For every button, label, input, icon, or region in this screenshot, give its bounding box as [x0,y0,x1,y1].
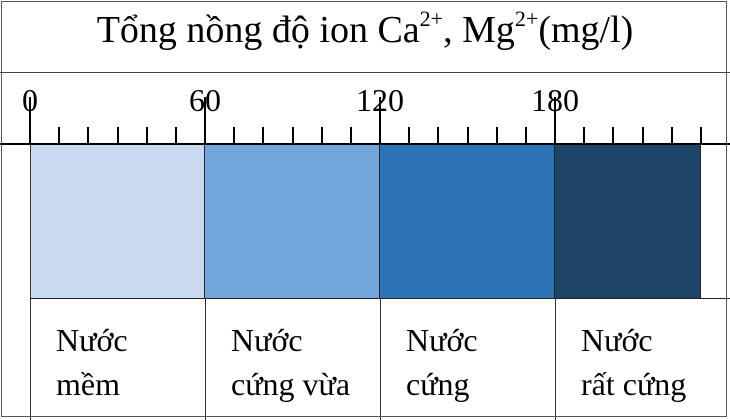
minor-tick [291,127,294,143]
minor-tick [145,127,148,143]
zone-label-line1: Nước [581,322,653,358]
zone-label-line1: Nước [231,322,303,358]
title-unit: (mg/l) [538,9,634,51]
title-row: Tổng nồng độ ion Ca2+, Mg2+(mg/l) [0,0,730,73]
zone-label-line1: Nước [406,322,478,358]
zone-label-line2: mềm [56,366,120,402]
tick-label: 60 [189,82,221,118]
minor-tick [87,127,90,143]
minor-tick [583,127,586,143]
zone-label-line2: cứng [406,366,470,402]
minor-tick [349,127,352,143]
title-superscript-mg: 2+ [514,6,539,31]
concentration-axis: 0 60 120 180 [0,72,730,144]
major-tick [204,97,206,143]
major-tick [379,97,381,143]
label-divider [205,298,206,420]
minor-tick [612,127,615,143]
minor-tick [699,127,702,143]
zone-band [205,145,380,298]
minor-tick [116,127,119,143]
minor-tick [174,127,177,143]
minor-tick [466,127,469,143]
zone-label: Nước cứng [406,318,478,406]
tick-label: 0 [22,82,38,118]
minor-tick [437,127,440,143]
zone-label-line2: cứng vừa [231,366,351,402]
zone-band [555,145,701,298]
minor-tick [58,127,61,143]
label-divider [555,298,556,420]
zone-label-line2: rất cứng [581,366,687,402]
zone-label: Nước cứng vừa [231,318,350,406]
zone-band [30,145,205,298]
minor-tick [262,127,265,143]
minor-tick [495,127,498,143]
minor-tick [641,127,644,143]
minor-tick [524,127,527,143]
minor-tick [670,127,673,143]
left-edge-line [30,145,31,420]
minor-tick [408,127,411,143]
major-tick [554,97,556,143]
minor-tick [320,127,323,143]
label-divider [380,298,381,420]
axis-baseline [0,143,730,145]
tick-label: 180 [531,82,579,118]
zone-label: Nước rất cứng [581,318,686,406]
title-superscript-ca: 2+ [419,6,444,31]
zone-band [380,145,555,298]
zone-label-line1: Nước [56,322,128,358]
zone-label: Nước mềm [56,318,128,406]
title-prefix: Tổng nồng độ ion Ca [96,9,420,51]
title-middle: , Mg [443,9,515,51]
tick-label: 120 [356,82,404,118]
minor-tick [233,127,236,143]
diagram-title: Tổng nồng độ ion Ca2+, Mg2+(mg/l) [0,6,730,54]
major-tick [29,97,31,143]
